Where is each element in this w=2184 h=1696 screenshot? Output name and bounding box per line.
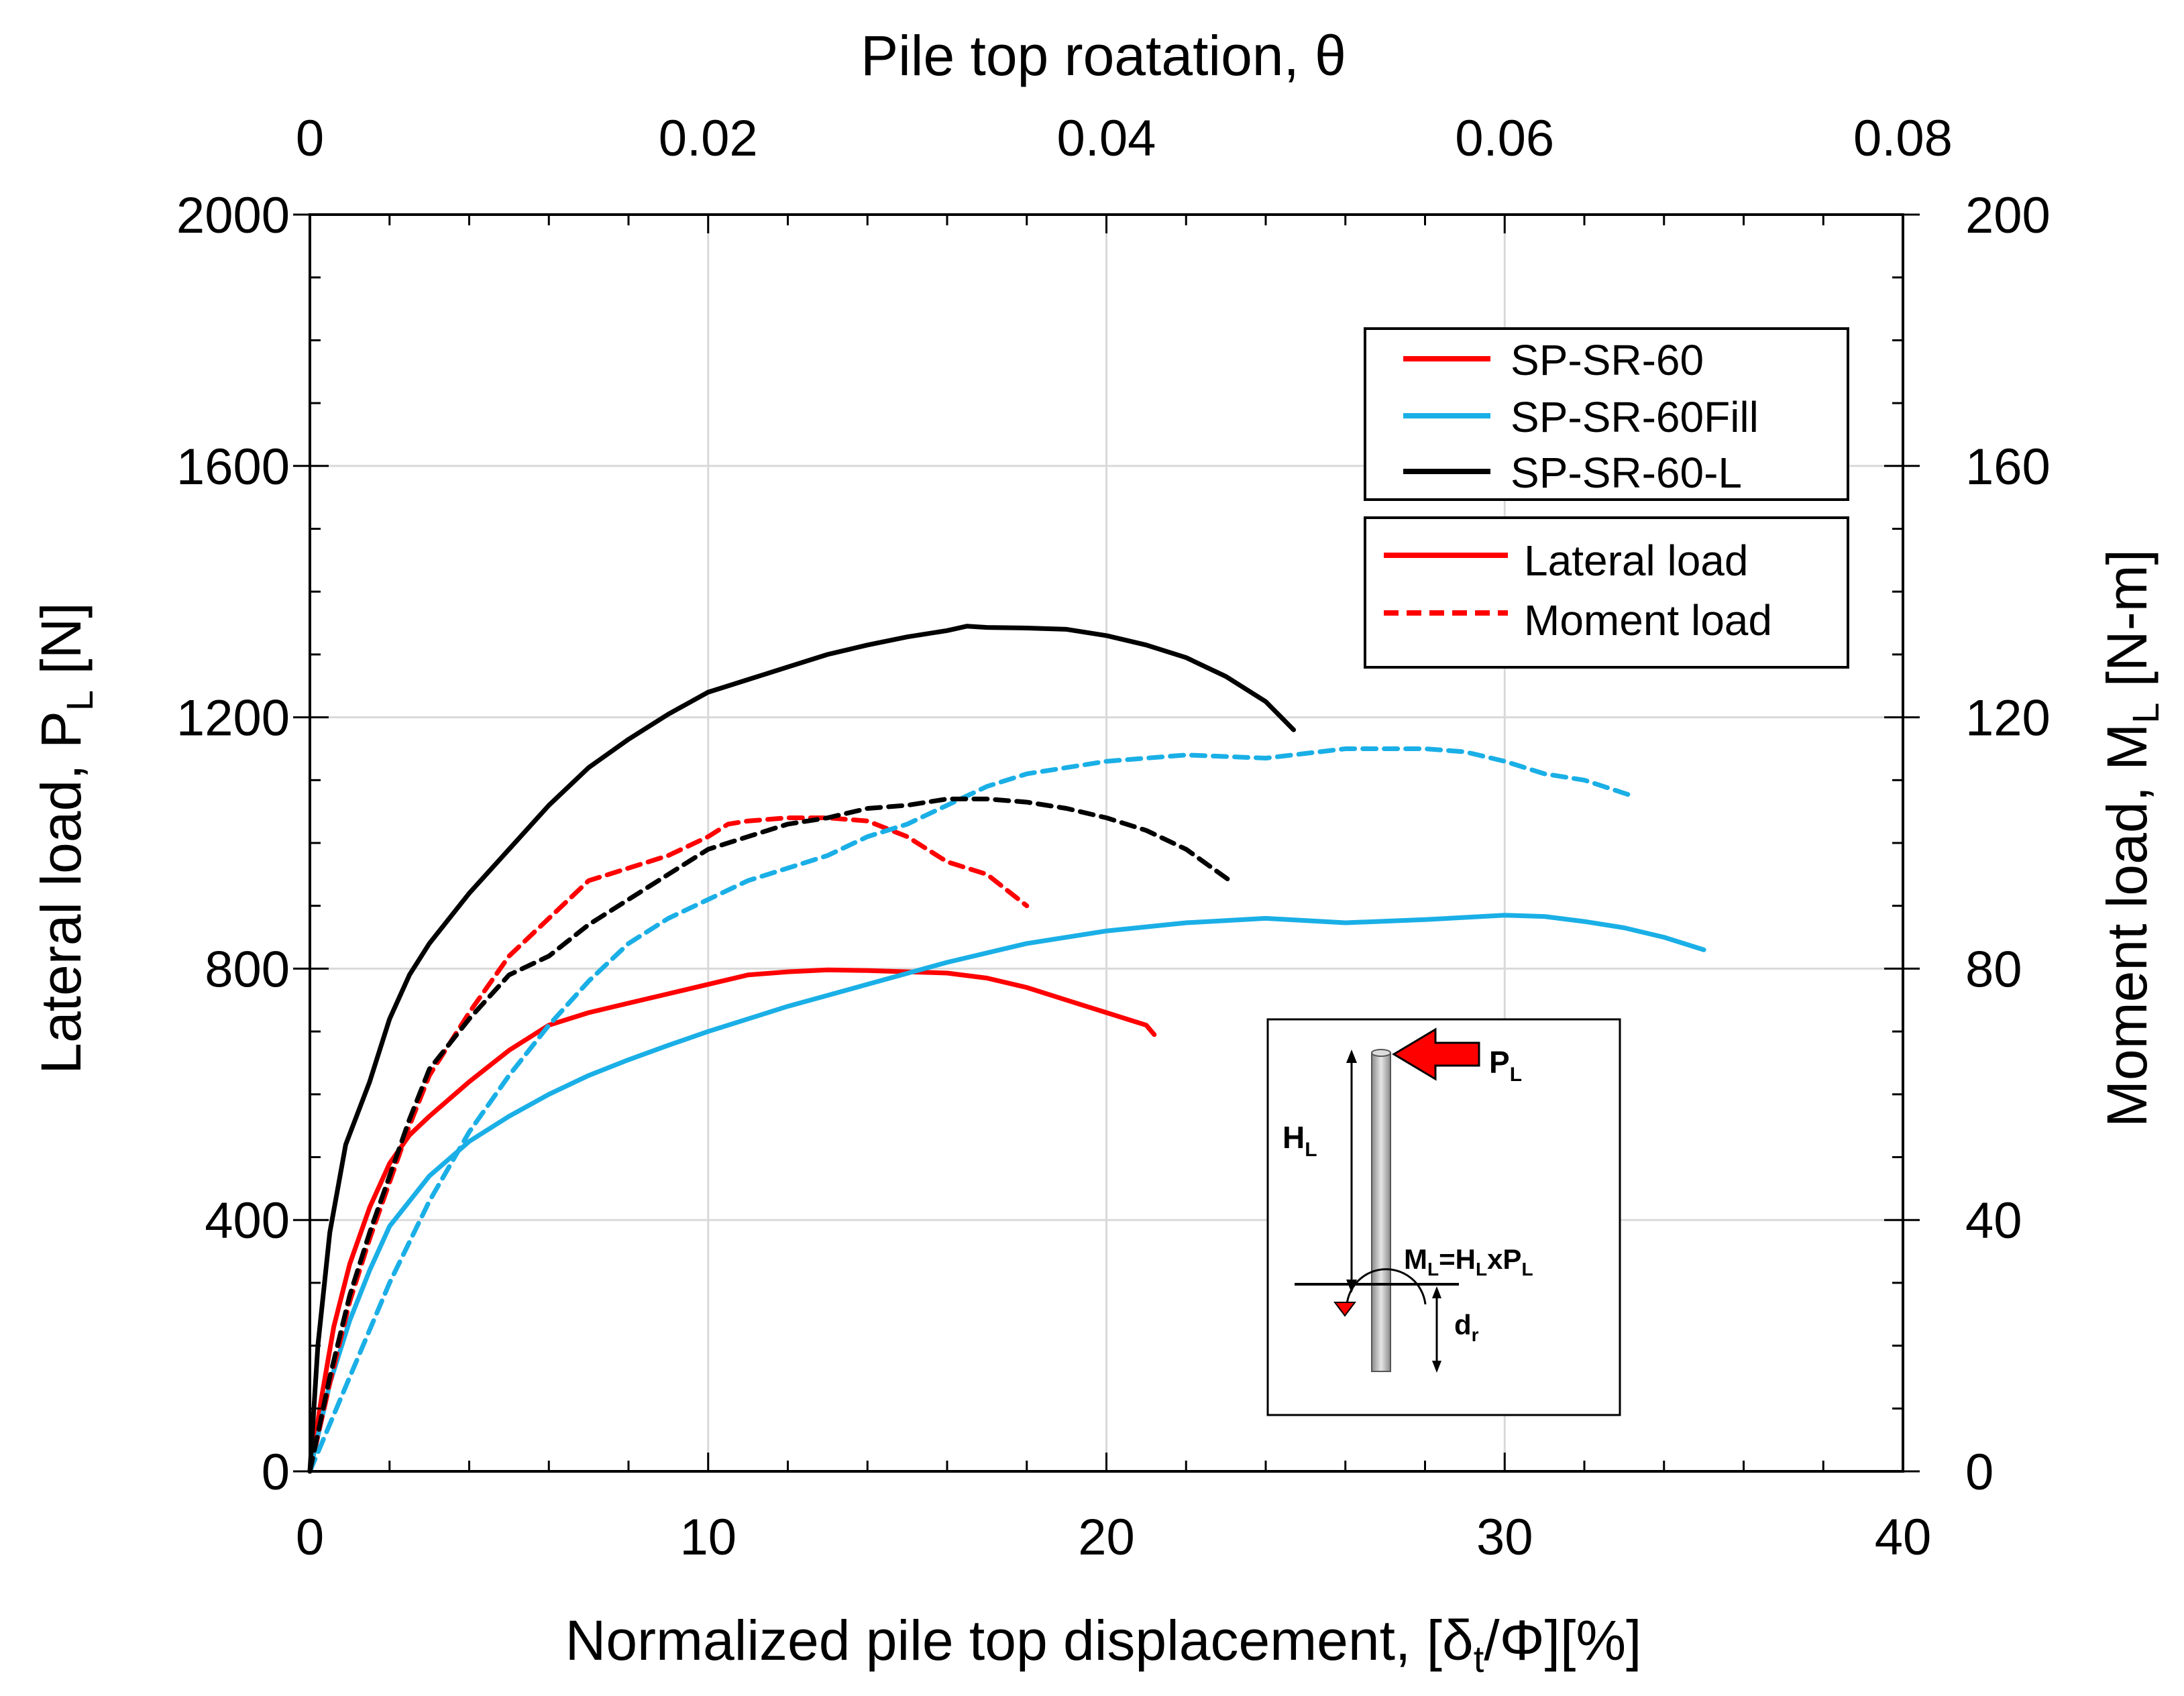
top-axis-title: Pile top roatation, θ <box>861 24 1346 87</box>
y2-tick-label: 200 <box>1965 187 2051 244</box>
y2-tick-label: 120 <box>1965 690 2051 747</box>
inset-depth-arrow-top <box>1432 1286 1441 1298</box>
y-tick-label: 1200 <box>176 690 290 747</box>
x2-tick-label: 0.08 <box>1853 110 1953 167</box>
right-axis-title: Moment load, ML [N-m] <box>2095 549 2167 1127</box>
y-tick-label: 2000 <box>176 187 290 244</box>
x-tick-label: 10 <box>679 1509 736 1566</box>
x2-tick-label: 0 <box>296 110 324 167</box>
axis-ticks: 0 10 20 30 400 0.02 0.04 0.06 0.0804008001200160… <box>176 110 2051 1566</box>
y-tick-label: 400 <box>205 1192 290 1249</box>
inset-depth-arrow-bottom <box>1432 1361 1441 1373</box>
inset-depth-label: dr <box>1454 1309 1479 1345</box>
inset-pile <box>1371 1052 1391 1372</box>
inset-moment-arc <box>1346 1268 1427 1314</box>
y2-tick-label: 160 <box>1965 439 2051 496</box>
series-layer <box>307 624 1706 1474</box>
inset-pile-top <box>1371 1049 1391 1057</box>
inset-moment-label: ML=HLxPL <box>1404 1243 1533 1280</box>
legend-styles: Lateral load Moment load <box>1364 516 1849 669</box>
x2-tick-label: 0.04 <box>1057 110 1156 167</box>
y-tick-label: 0 <box>262 1444 290 1501</box>
x-tick-label: 20 <box>1078 1509 1135 1566</box>
legend-label-lateral-load: Lateral load <box>1524 536 1748 585</box>
legend-label-sp-sr-60-l: SP-SR-60-L <box>1511 449 1742 497</box>
left-axis-title: Lateral load, PL [N] <box>30 602 101 1074</box>
x2-tick-label: 0.06 <box>1455 110 1554 167</box>
series-sp-sr-60-l-moment-load <box>307 796 1233 1474</box>
legend-label-sp-sr-60: SP-SR-60 <box>1511 336 1704 384</box>
y-tick-label: 800 <box>205 941 290 998</box>
inset-diagram: PL HL ML=HLxPL dr <box>1266 1018 1621 1416</box>
y-tick-label: 1600 <box>176 439 290 496</box>
series-sp-sr-60fill-lateral-load <box>307 913 1706 1474</box>
legend-specimens: SP-SR-60 SP-SR-60Fill SP-SR-60-L <box>1364 327 1849 501</box>
series-sp-sr-60-l-lateral-load <box>307 624 1297 1474</box>
inset-height-arrow-top <box>1346 1050 1357 1063</box>
x2-tick-label: 0.02 <box>659 110 758 167</box>
x-tick-label: 30 <box>1476 1509 1533 1566</box>
legend-label-moment-load: Moment load <box>1524 596 1772 644</box>
inset-load-label: PL <box>1489 1045 1522 1086</box>
series-sp-sr-60fill-moment-load <box>307 746 1635 1474</box>
inset-height-label: HL <box>1282 1120 1317 1161</box>
inset-load-arrow <box>1392 1027 1480 1081</box>
inset-frame <box>1266 1018 1621 1416</box>
inset-moment-arrowhead <box>1333 1302 1356 1317</box>
legend-label-sp-sr-60fill: SP-SR-60Fill <box>1511 393 1759 441</box>
y2-tick-label: 40 <box>1965 1192 2022 1249</box>
series-sp-sr-60-lateral-load <box>307 967 1157 1474</box>
bottom-axis-title: Normalized pile top displacement, [δt/Φ]… <box>565 1609 1642 1680</box>
x-tick-label: 0 <box>296 1509 324 1566</box>
x-tick-label: 40 <box>1875 1509 1932 1566</box>
y2-tick-label: 0 <box>1965 1444 1994 1501</box>
y2-tick-label: 80 <box>1965 941 2022 998</box>
legend-styles-box <box>1364 516 1849 669</box>
